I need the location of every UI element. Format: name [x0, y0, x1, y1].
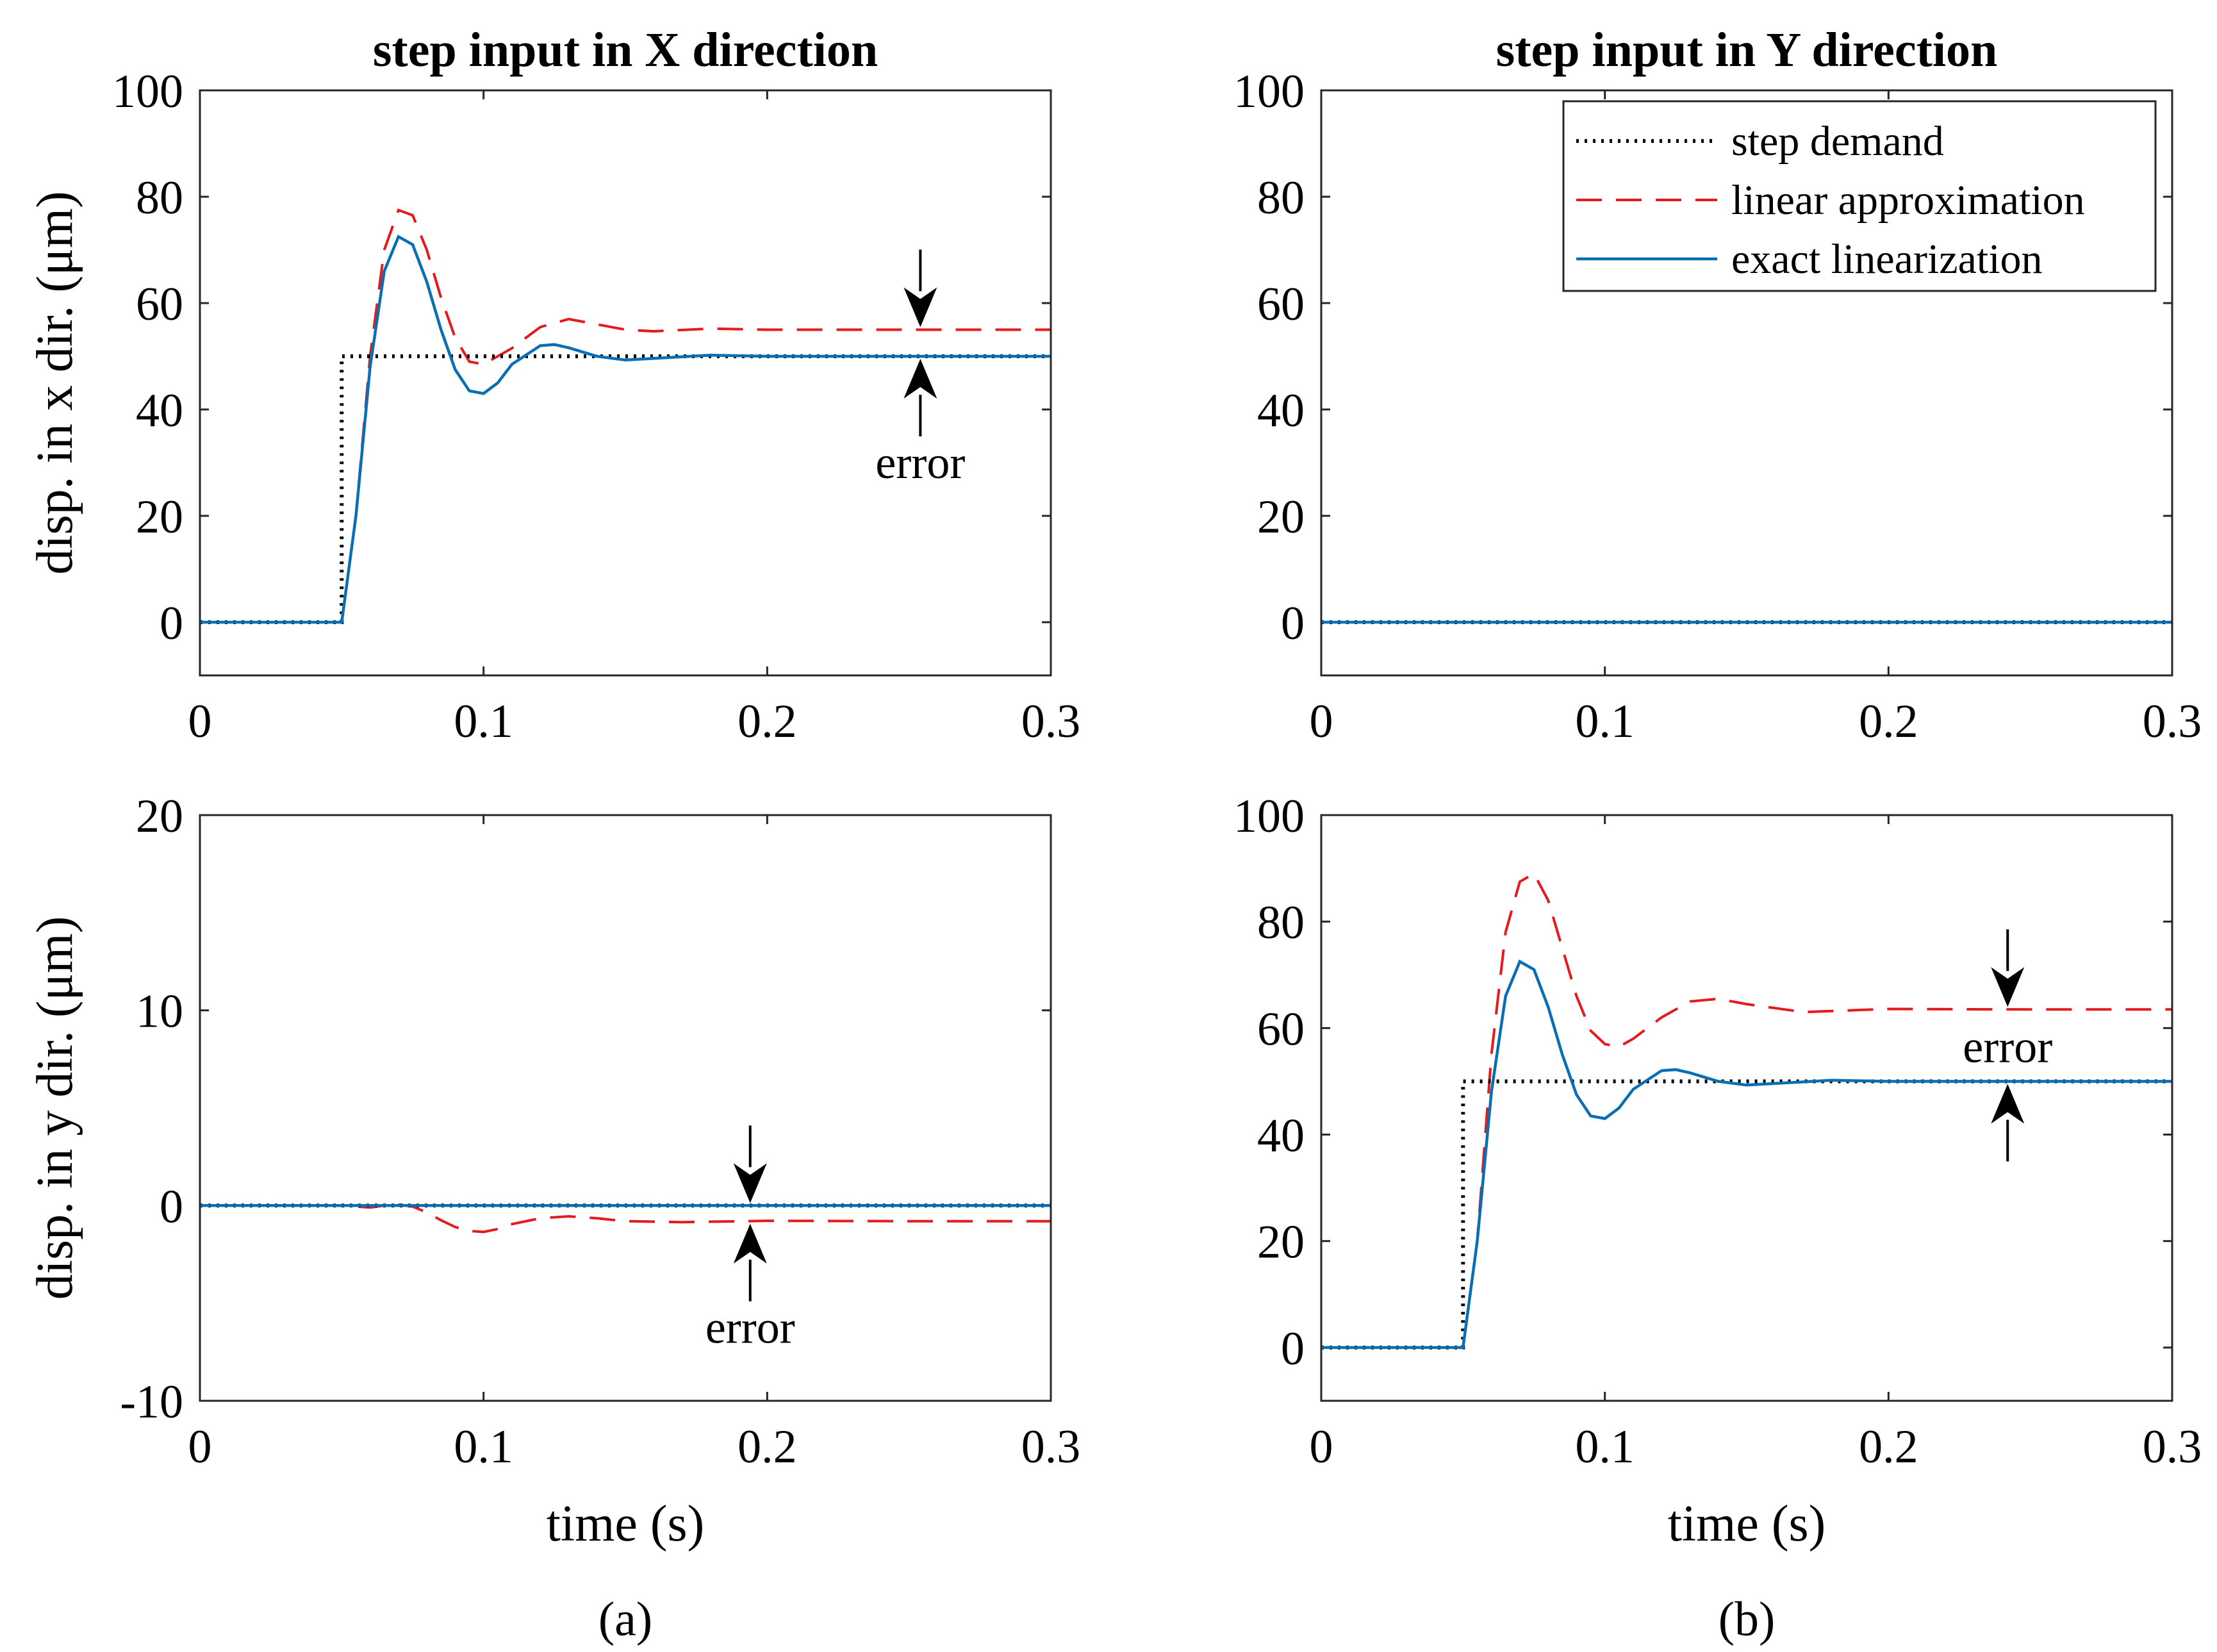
- axes-frame: [199, 89, 1052, 677]
- chart-ax: 0 0.1 0.2 0.3 0 20 40 60 80 100 step input in X di…: [27, 23, 1080, 748]
- y-tick-label: 60: [1257, 278, 1305, 331]
- y-tick-label: 80: [1257, 172, 1305, 224]
- x-tick-label: 0: [1310, 1421, 1333, 1473]
- y-tick-label: 0: [160, 597, 183, 650]
- x-tick-label: 0.1: [454, 695, 513, 748]
- error-arrow-up: [1991, 1084, 2025, 1162]
- series-exact-line: [1321, 959, 2172, 1350]
- y-tick-label: 40: [136, 384, 183, 437]
- y-tick-label: 100: [1233, 790, 1305, 843]
- y-tick-label: -10: [120, 1376, 183, 1428]
- y-tick-label: 60: [136, 278, 183, 331]
- x-tick-label: 0.1: [1575, 1421, 1635, 1473]
- x-tick-label: 0.2: [738, 1421, 797, 1473]
- y-tick-label: 100: [1233, 65, 1305, 118]
- chart-by: 0 0.1 0.2 0.3 0 20 40 60 80 100 time (s) error: [1233, 790, 2202, 1552]
- x-tick-label: 0.3: [1021, 1421, 1081, 1473]
- x-tick-label: 0: [1310, 695, 1333, 748]
- error-annotation-label: error: [705, 1302, 795, 1353]
- x-tick-label: 0.3: [2143, 1421, 2202, 1473]
- y-tick-label: 0: [1281, 597, 1305, 650]
- y-tick-label: 20: [136, 491, 183, 543]
- error-arrow-down: [1991, 929, 2025, 1007]
- x-tick-label: 0.1: [454, 1421, 513, 1473]
- y-tick-label: 100: [112, 65, 183, 118]
- x-axis-label: time (s): [547, 1496, 705, 1552]
- legend: step demand linear approximation exact lin…: [1562, 100, 2157, 292]
- y-tick-label: 40: [1257, 1110, 1305, 1162]
- legend-label-linear: linear approximation: [1731, 177, 2085, 224]
- y-tick-label: 20: [136, 790, 183, 843]
- legend-label-exact: exact linearization: [1731, 236, 2043, 283]
- y-tick-label: 60: [1257, 1003, 1305, 1055]
- x-tick-label: 0.1: [1575, 695, 1635, 748]
- series-step-line: [1321, 1079, 2172, 1350]
- series-exact-line: [200, 235, 1051, 624]
- x-tick-label: 0.3: [2143, 695, 2202, 748]
- x-tick-label: 0.2: [1859, 1421, 1918, 1473]
- chart-bx: 0 0.1 0.2 0.3 0 20 40 60 80 100 step input in Y di…: [1233, 23, 2202, 748]
- series-group: [1321, 871, 2172, 1350]
- series-group: [200, 208, 1051, 624]
- y-axis-label: disp. in y dir. (μm): [27, 916, 83, 1300]
- x-tick-label: 0.2: [1859, 695, 1918, 748]
- series-linear-line: [200, 208, 1051, 624]
- y-tick-label: 10: [136, 986, 183, 1038]
- error-arrow-up: [903, 359, 937, 436]
- y-tick-label: 0: [160, 1180, 183, 1233]
- y-tick-label: 40: [1257, 384, 1305, 437]
- error-annotation-label: error: [1963, 1021, 2052, 1072]
- axes-frame: [1320, 89, 2173, 677]
- chart-title: step input in Y direction: [1496, 23, 1998, 77]
- x-tick-label: 0: [188, 695, 212, 748]
- x-tick-label: 0.2: [738, 695, 797, 748]
- error-arrow-down: [903, 249, 937, 327]
- series-step-line: [200, 354, 1051, 624]
- series-linear-line: [1321, 871, 2172, 1349]
- axes-frame: [1320, 814, 2173, 1402]
- y-tick-label: 20: [1257, 1216, 1305, 1269]
- caption-b: (b): [1718, 1592, 1776, 1646]
- series-linear-line: [200, 1203, 1051, 1234]
- axes-frame: [199, 814, 1052, 1402]
- y-tick-label: 20: [1257, 491, 1305, 543]
- legend-label-step: step demand: [1731, 118, 1944, 165]
- x-axis-label: time (s): [1668, 1496, 1826, 1552]
- series-group: [200, 1203, 1051, 1234]
- x-tick-label: 0: [188, 1421, 212, 1473]
- y-tick-label: 80: [136, 172, 183, 224]
- error-arrow-down: [733, 1125, 767, 1203]
- error-arrow-up: [733, 1223, 767, 1301]
- y-axis-label: disp. in x dir. (μm): [27, 191, 83, 574]
- caption-a: (a): [598, 1592, 652, 1646]
- x-tick-label: 0.3: [1021, 695, 1081, 748]
- y-tick-label: 80: [1257, 896, 1305, 949]
- y-tick-label: 0: [1281, 1323, 1305, 1375]
- error-annotation-label: error: [875, 437, 965, 488]
- chart-title: step input in X direction: [373, 23, 878, 77]
